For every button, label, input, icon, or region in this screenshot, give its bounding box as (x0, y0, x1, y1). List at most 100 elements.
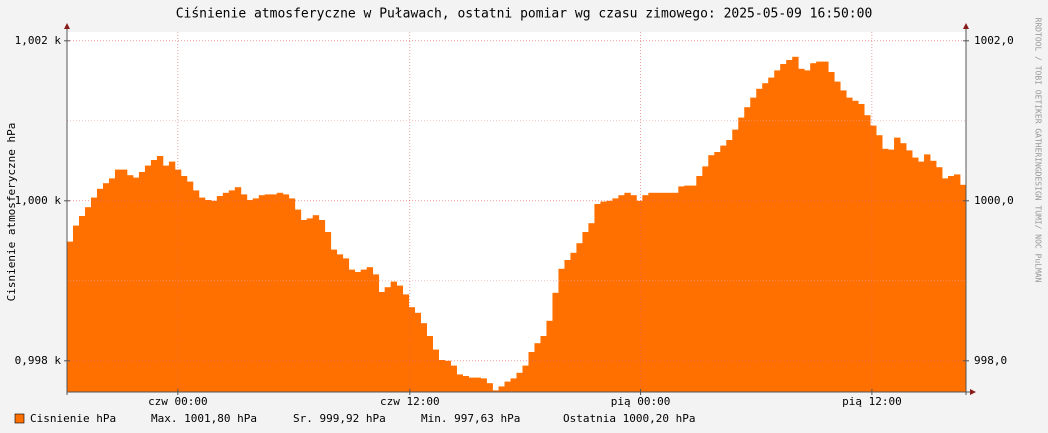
pressure-step (558, 268, 565, 392)
pressure-step (336, 254, 344, 392)
pressure-step (660, 192, 667, 392)
pressure-step (132, 177, 140, 392)
x-tick-label: pią 00:00 (611, 395, 671, 408)
x-tick-label: czw 12:00 (380, 395, 440, 408)
pressure-step (228, 190, 236, 392)
pressure-step (756, 88, 763, 393)
pressure-step (330, 249, 338, 392)
pressure-step (606, 200, 613, 392)
pressure-step (318, 220, 326, 392)
legend-stat: Ostatnia 1000,20 hPa (563, 412, 695, 425)
pressure-step (840, 90, 847, 393)
pressure-step (288, 198, 296, 392)
pressure-step (126, 175, 134, 392)
y2-tick-label: 998,0 (974, 354, 1007, 367)
pressure-step (534, 343, 541, 392)
pressure-step (852, 100, 859, 393)
pressure-step (276, 192, 284, 392)
legend-stat: Max. 1001,80 hPa (151, 412, 257, 425)
pressure-step (642, 195, 649, 392)
pressure-step (714, 152, 721, 392)
pressure-step (798, 68, 805, 393)
pressure-step (864, 115, 871, 392)
pressure-step (222, 192, 230, 392)
pressure-step (882, 148, 889, 392)
pressure-step (612, 198, 619, 392)
pressure-step (432, 349, 439, 392)
pressure-step (198, 197, 206, 392)
pressure-step (624, 192, 631, 392)
pressure-step (396, 285, 404, 392)
pressure-step (342, 258, 350, 392)
pressure-step (84, 207, 92, 392)
pressure-step (138, 172, 146, 392)
pressure-step (378, 292, 386, 392)
y-tick-label: 0,998 k (15, 354, 62, 367)
legend-stat: Sr. 999,92 hPa (293, 412, 386, 425)
pressure-step (168, 161, 176, 392)
pressure-step (474, 377, 481, 392)
pressure-step (522, 365, 529, 392)
pressure-step (384, 287, 392, 392)
chart-title: Ciśnienie atmosferyczne w Puławach, osta… (176, 7, 873, 22)
pressure-step (678, 186, 685, 392)
pressure-step (804, 70, 811, 393)
pressure-step (438, 360, 445, 392)
pressure-step (858, 104, 865, 392)
x-tick-label: pią 12:00 (842, 395, 902, 408)
pressure-step (732, 129, 739, 392)
pressure-step (306, 218, 314, 392)
pressure-step (348, 269, 356, 392)
pressure-step (510, 378, 517, 392)
y-tick-label: 1,002 k (15, 34, 62, 47)
pressure-step (192, 190, 200, 392)
pressure-step (942, 178, 949, 392)
pressure-step (270, 194, 278, 392)
pressure-step (360, 269, 368, 392)
pressure-step (462, 376, 469, 392)
pressure-step (600, 201, 607, 392)
pressure-step (180, 176, 188, 392)
pressure-step (744, 107, 751, 392)
pressure-step (186, 181, 194, 392)
pressure-step (67, 241, 74, 392)
pressure-step (870, 125, 877, 392)
pressure-step (636, 200, 643, 392)
pressure-step (828, 72, 835, 392)
pressure-step (252, 198, 260, 392)
pressure-step (444, 360, 451, 392)
pressure-step (78, 216, 86, 392)
pressure-step (768, 77, 775, 392)
pressure-step (552, 292, 559, 392)
axis-arrow (963, 23, 969, 29)
pressure-step (402, 294, 410, 392)
pressure-step (912, 157, 919, 392)
legend-swatch (14, 413, 25, 424)
pressure-step (546, 320, 553, 392)
pressure-step (786, 60, 793, 392)
pressure-step (948, 176, 955, 392)
pressure-step (240, 194, 248, 392)
pressure-step (906, 150, 913, 392)
pressure-step (588, 223, 595, 392)
y-tick-label: 1,000 k (15, 194, 62, 207)
pressure-step (144, 165, 152, 392)
pressure-step (720, 145, 727, 392)
pressure-step (924, 154, 931, 392)
pressure-step (780, 64, 787, 392)
pressure-step (696, 176, 703, 392)
pressure-step (504, 381, 511, 392)
pressure-step (918, 161, 925, 392)
pressure-step (528, 352, 535, 392)
pressure-step (762, 83, 769, 392)
x-tick-label: czw 00:00 (148, 395, 208, 408)
pressure-step (900, 143, 907, 392)
pressure-step (450, 365, 457, 392)
pressure-step (708, 155, 715, 392)
pressure-step (162, 165, 170, 392)
pressure-step (954, 174, 961, 392)
pressure-step (894, 137, 901, 392)
side-credit: RRDTOOL / TOBI OETIKER GATHERINGDESIGN T… (1034, 18, 1043, 283)
pressure-step (684, 185, 691, 392)
pressure-step (480, 378, 487, 392)
